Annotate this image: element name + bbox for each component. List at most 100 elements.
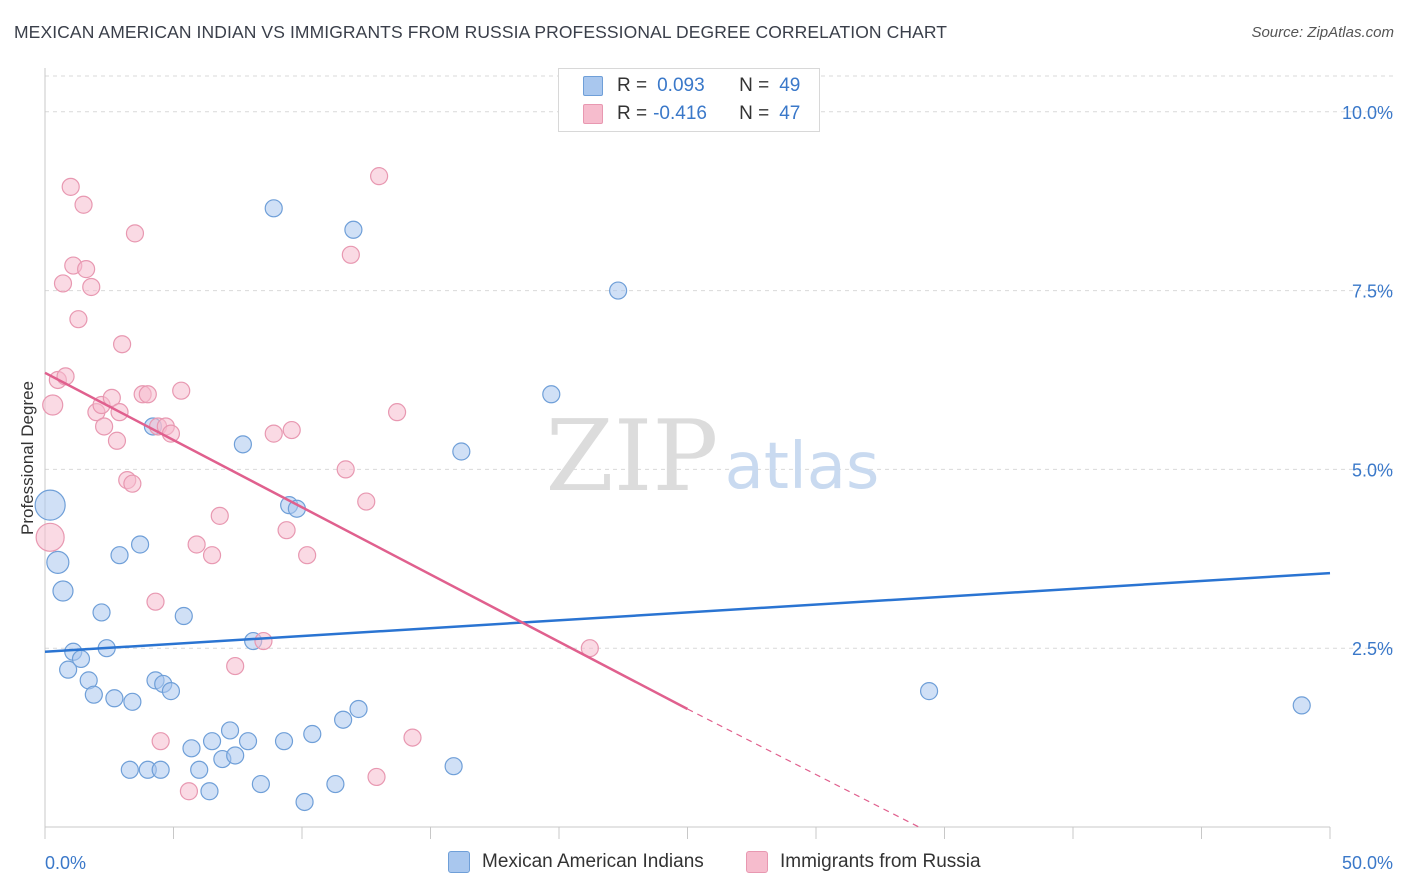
series-immigrants-from-russia: [35, 167, 599, 801]
data-point: [251, 774, 270, 794]
data-point: [344, 220, 363, 239]
trend-line-blue: [44, 571, 1331, 654]
n-value: 49: [779, 75, 801, 96]
data-point: [226, 656, 245, 676]
data-point: [102, 388, 121, 407]
y-tick-label: 7.5%: [1352, 282, 1393, 302]
data-point: [274, 732, 294, 751]
series-legend: Mexican American Indians Immigrants from…: [0, 851, 1406, 877]
data-point: [334, 710, 353, 729]
blue-swatch: [448, 851, 470, 873]
data-point: [172, 381, 191, 400]
data-point: [264, 424, 283, 443]
r-value: 0.093: [657, 75, 705, 96]
legend-item-mexican-american-indians: Mexican American Indians: [448, 851, 704, 873]
data-point: [542, 385, 561, 404]
data-point: [202, 546, 222, 565]
data-point: [46, 550, 70, 574]
legend-row-pink: R = -0.416 N = 47: [559, 101, 800, 127]
data-point: [187, 535, 206, 554]
r-label: R =: [617, 75, 648, 96]
pink-swatch: [746, 851, 768, 873]
data-point: [403, 728, 422, 747]
trend-line-pink: [44, 371, 689, 711]
x-tick-label: 0.0%: [45, 853, 86, 873]
chart-title: MEXICAN AMERICAN INDIAN VS IMMIGRANTS FR…: [14, 22, 948, 42]
data-point: [182, 739, 201, 758]
r-label: R =: [617, 103, 648, 124]
legend-item-immigrants-from-russia: Immigrants from Russia: [746, 851, 981, 873]
data-point: [151, 760, 170, 779]
gridlines: [45, 75, 1395, 649]
data-point: [125, 224, 145, 243]
data-point: [387, 403, 407, 422]
data-point: [61, 177, 80, 196]
data-point: [52, 580, 74, 602]
data-point: [202, 732, 222, 751]
x-tick-label: 50.0%: [1342, 853, 1393, 873]
data-point: [233, 435, 252, 454]
y-tick-label: 2.5%: [1352, 639, 1393, 659]
data-point: [303, 724, 322, 744]
data-point: [200, 782, 219, 801]
data-point: [95, 417, 114, 436]
data-point: [105, 689, 124, 708]
data-point: [59, 660, 78, 679]
watermark-atlas: atlas: [725, 430, 880, 504]
axes: [44, 68, 1331, 839]
data-point: [444, 757, 463, 776]
y-tick-label: 5.0%: [1352, 460, 1393, 480]
blue-swatch: [583, 76, 603, 96]
source-note: Source: ZipAtlas.com: [1251, 24, 1394, 41]
data-point: [919, 682, 939, 701]
data-point: [452, 442, 471, 461]
data-point: [254, 631, 273, 651]
data-point: [123, 474, 142, 493]
trend-lines: [44, 371, 1331, 828]
data-point: [609, 281, 628, 300]
data-point: [112, 335, 132, 354]
data-point: [107, 431, 127, 450]
data-point: [123, 692, 142, 711]
n-value: 47: [779, 103, 801, 124]
data-point: [130, 535, 150, 554]
data-point: [71, 649, 91, 669]
data-point: [357, 492, 376, 511]
data-point: [34, 489, 66, 521]
data-point: [226, 746, 245, 765]
data-point: [138, 385, 157, 404]
legend-stats: R = 0.093 N = 49 R = -0.416 N = 47: [558, 68, 820, 132]
data-point: [277, 521, 296, 540]
watermark: ZIP atlas: [546, 400, 880, 514]
data-point: [42, 394, 64, 416]
data-point: [161, 682, 181, 701]
legend-label: Mexican American Indians: [482, 851, 704, 872]
data-point: [336, 460, 355, 479]
data-point: [92, 603, 111, 622]
data-point: [82, 277, 101, 297]
r-value: -0.416: [653, 103, 707, 124]
data-point: [341, 245, 360, 264]
tick-labels: 2.5% 5.0% 7.5% 10.0% 0.0% 50.0%: [45, 103, 1393, 873]
data-point: [282, 420, 301, 440]
data-point: [69, 310, 88, 329]
data-point: [74, 195, 93, 214]
data-point: [53, 274, 73, 293]
data-point: [77, 260, 96, 279]
data-point: [1292, 696, 1311, 715]
legend-label: Immigrants from Russia: [780, 851, 981, 872]
trend-line-pink-extension: [687, 708, 920, 828]
data-point: [190, 760, 209, 779]
data-point: [84, 685, 103, 704]
data-point: [35, 522, 65, 552]
n-label: N =: [739, 75, 770, 96]
data-point: [349, 699, 368, 719]
data-point: [238, 732, 258, 751]
watermark-zip: ZIP: [546, 400, 719, 514]
legend-row-blue: R = 0.093 N = 49: [559, 73, 800, 99]
y-tick-label: 10.0%: [1342, 103, 1393, 123]
data-point: [151, 732, 170, 751]
data-point: [220, 721, 240, 740]
data-point: [146, 592, 165, 611]
